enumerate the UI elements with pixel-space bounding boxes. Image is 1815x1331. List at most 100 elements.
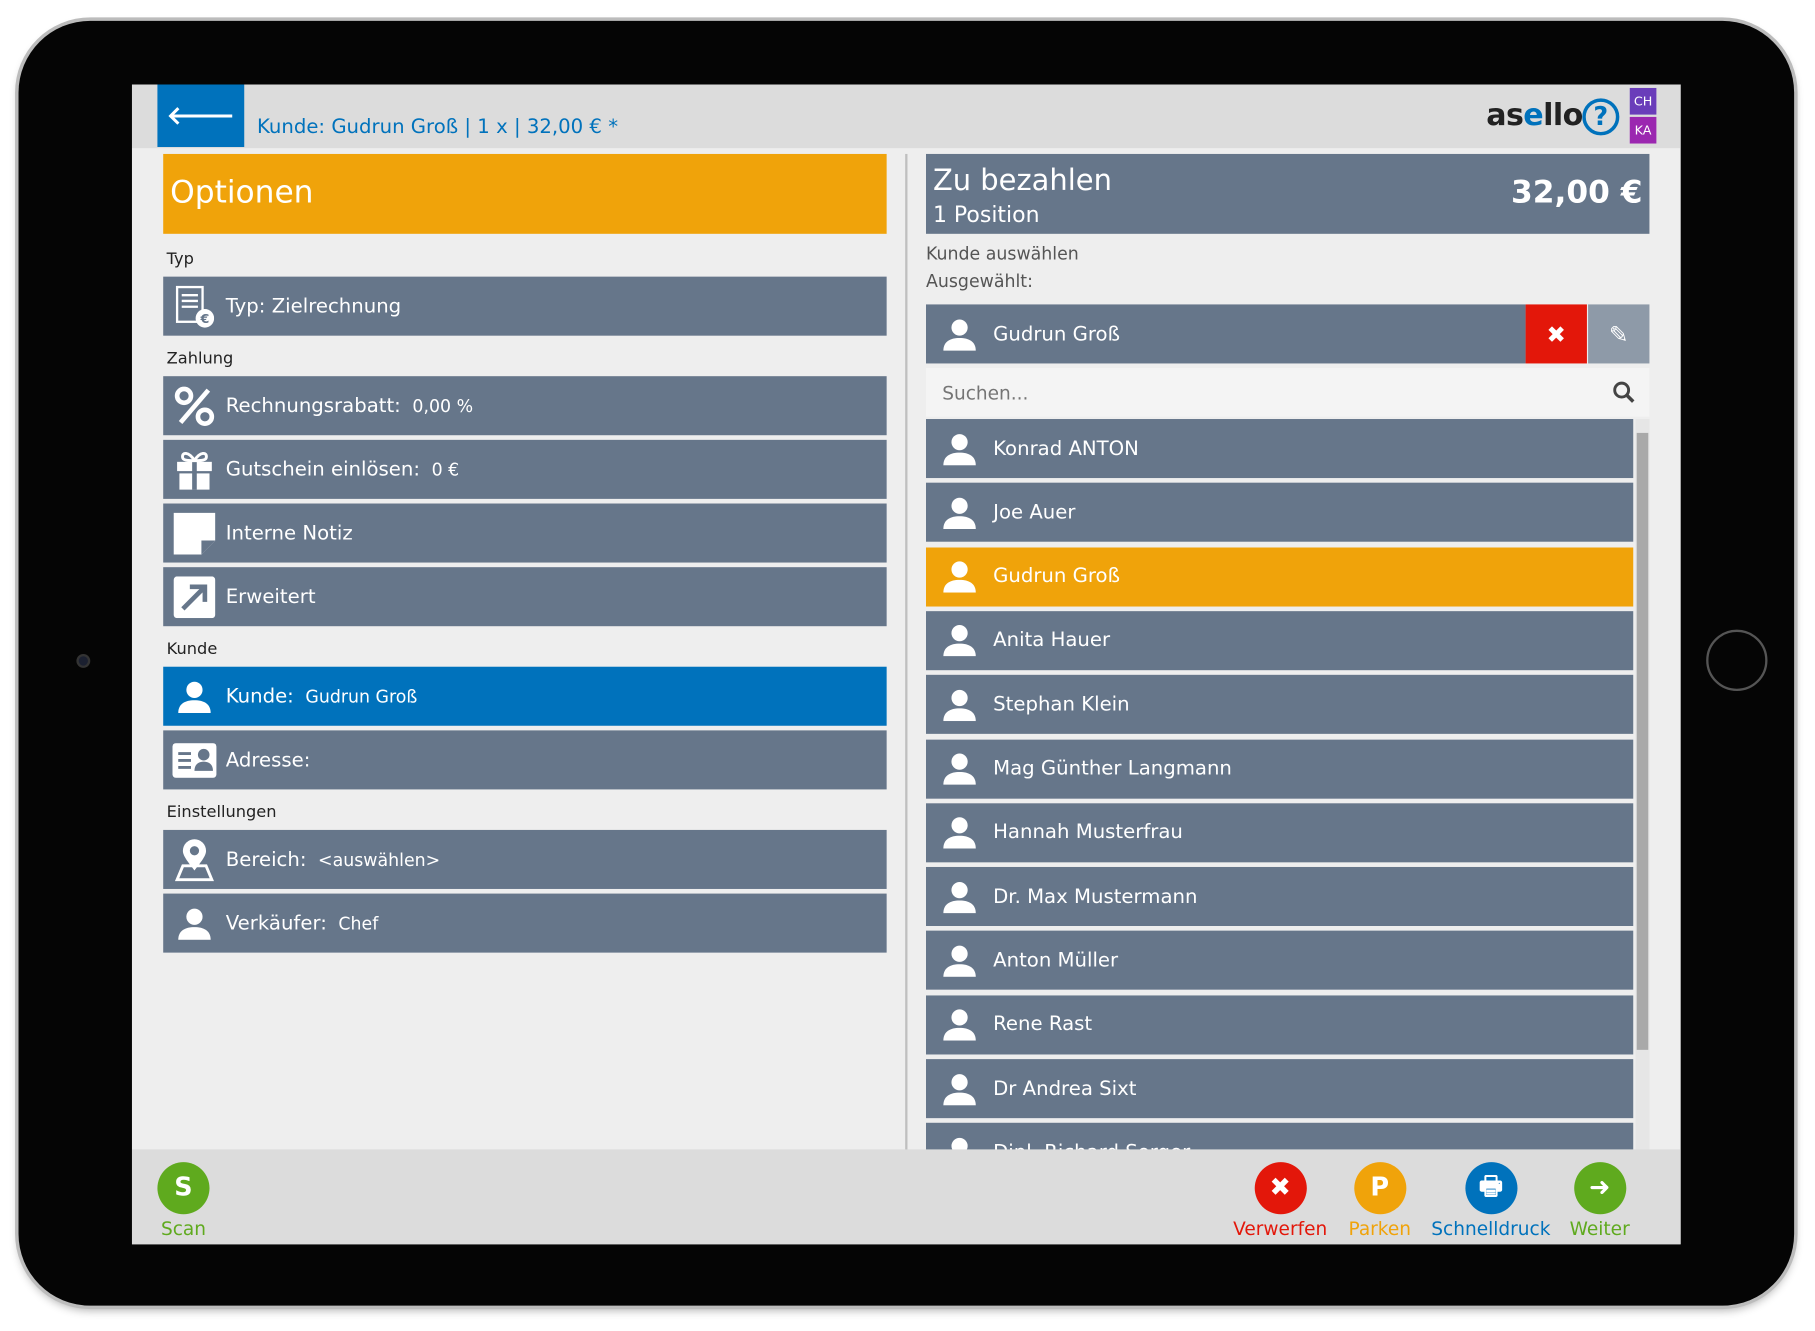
address-card-icon	[163, 742, 226, 778]
customer-list-item[interactable]: Joe Auer	[926, 483, 1634, 543]
person-icon	[926, 1072, 993, 1105]
person-icon	[163, 680, 226, 713]
option-row[interactable]: Kunde: Gudrun Groß	[163, 666, 887, 726]
option-row[interactable]: € Typ: Zielrechnung	[163, 276, 887, 336]
person-icon	[163, 907, 226, 940]
option-label: Verkäufer:	[225, 911, 327, 935]
person-icon	[926, 432, 993, 465]
option-value: 0 €	[431, 458, 460, 480]
person-icon	[926, 816, 993, 849]
close-icon: ✖	[1546, 320, 1566, 348]
customer-name: Mag Günther Langmann	[993, 757, 1232, 781]
invoice-euro-icon: €	[163, 284, 226, 328]
customer-list-item[interactable]: Anton Müller	[926, 931, 1634, 991]
option-row[interactable]: Interne Notiz	[163, 503, 887, 563]
customer-name: Konrad ANTON	[993, 436, 1139, 461]
person-icon	[926, 880, 993, 913]
option-row[interactable]: Bereich: <auswählen>	[163, 829, 887, 889]
search-icon	[1612, 381, 1634, 403]
selected-customer: Gudrun Groß	[926, 304, 1526, 364]
asello-logo: asello	[1486, 98, 1583, 134]
scan-button[interactable]: S Scan	[157, 1162, 210, 1240]
payment-header: Zu bezahlen 1 Position 32,00 €	[926, 153, 1650, 234]
customer-name: Hannah Musterfrau	[993, 821, 1183, 845]
person-icon	[926, 1008, 993, 1041]
section-label: Typ	[166, 250, 194, 269]
quick-print-icon: 🖶	[1464, 1162, 1517, 1215]
svg-text:€: €	[199, 311, 209, 326]
panel-divider	[905, 153, 908, 1161]
option-label: Erweitert	[225, 585, 316, 609]
map-pin-icon	[163, 837, 226, 881]
gift-icon	[163, 449, 226, 491]
customer-name: Joe Auer	[993, 500, 1076, 525]
option-label: Kunde:	[225, 684, 294, 708]
app-screen: 🡐 Kunde: Gudrun Groß | 1 x | 32,00 € * a…	[131, 84, 1681, 1245]
customer-list-item[interactable]: Dr. Max Mustermann	[926, 867, 1634, 927]
option-label: Adresse:	[225, 748, 311, 772]
customer-name: Rene Rast	[993, 1013, 1093, 1037]
scrollbar[interactable]	[1635, 419, 1650, 1160]
discard-button[interactable]: ✖ Verwerfen	[1211, 1162, 1350, 1240]
option-value: Gudrun Groß	[305, 685, 418, 707]
quick-print-label: Schnelldruck	[1431, 1217, 1551, 1240]
edit-customer-button[interactable]: ✎	[1588, 304, 1650, 364]
arrow-left-icon: 🡐	[166, 101, 235, 131]
customer-name: Anita Hauer	[993, 628, 1111, 653]
customer-list-item[interactable]: Mag Günther Langmann	[926, 739, 1634, 799]
option-label: Gutschein einlösen:	[225, 457, 421, 481]
scan-icon: S	[157, 1162, 210, 1215]
home-button[interactable]	[1706, 629, 1768, 692]
section-label: Zahlung	[166, 349, 234, 369]
option-row[interactable]: Gutschein einlösen: 0 €	[163, 439, 887, 499]
section-label: Einstellungen	[166, 803, 277, 822]
park-label: Parken	[1348, 1217, 1411, 1240]
option-label: Bereich:	[225, 847, 307, 872]
user-badge-ch[interactable]: CH	[1629, 87, 1657, 115]
help-button[interactable]: ?	[1582, 98, 1620, 136]
next-icon: ➜	[1573, 1162, 1626, 1215]
option-value: Chef	[338, 912, 379, 934]
selected-label: Ausgewählt:	[926, 270, 1033, 292]
option-row[interactable]: Rechnungsrabatt: 0,00 %	[163, 376, 887, 436]
page-title: Kunde: Gudrun Groß | 1 x | 32,00 € *	[256, 115, 619, 139]
discard-label: Verwerfen	[1233, 1217, 1328, 1240]
total-amount: 32,00 €	[1511, 174, 1643, 211]
scan-label: Scan	[160, 1217, 206, 1240]
scrollbar-thumb[interactable]	[1636, 432, 1649, 1050]
customer-list-item[interactable]: Hannah Musterfrau	[926, 803, 1634, 863]
option-value: <auswählen>	[318, 849, 441, 870]
quick-print-button[interactable]: 🖶 Schnelldruck	[1421, 1162, 1560, 1240]
option-row[interactable]: Adresse:	[163, 730, 887, 790]
customer-list-item[interactable]: Gudrun Groß	[926, 547, 1634, 607]
customer-list-item[interactable]: Dr Andrea Sixt	[926, 1059, 1634, 1119]
search-button[interactable]	[1597, 368, 1650, 417]
option-label: Rechnungsrabatt:	[225, 394, 401, 418]
selected-customer-name: Gudrun Groß	[993, 322, 1120, 346]
customer-search-input[interactable]	[926, 368, 1598, 417]
option-row[interactable]: Verkäufer: Chef	[163, 893, 887, 953]
customer-list-item[interactable]: Stephan Klein	[926, 675, 1634, 735]
person-icon	[926, 944, 993, 977]
customer-name: Dr Andrea Sixt	[993, 1077, 1137, 1101]
camera	[76, 653, 91, 668]
user-badge-ka[interactable]: KA	[1629, 116, 1657, 144]
choose-customer-label: Kunde auswählen	[926, 243, 1079, 264]
note-icon	[163, 512, 226, 554]
customer-list-item[interactable]: Rene Rast	[926, 995, 1634, 1055]
customer-list-item[interactable]: Konrad ANTON	[926, 419, 1634, 479]
option-row[interactable]: Erweitert	[163, 567, 887, 627]
remove-customer-button[interactable]: ✖	[1525, 304, 1587, 364]
options-header: Optionen	[163, 153, 887, 234]
option-label: Typ: Zielrechnung	[225, 294, 402, 318]
person-icon	[926, 688, 993, 721]
person-icon	[926, 496, 993, 529]
position-count: 1 Position	[932, 202, 1040, 229]
back-button[interactable]: 🡐	[157, 84, 245, 148]
expand-arrow-icon	[163, 575, 226, 618]
customer-name: Anton Müller	[993, 949, 1119, 973]
customer-list-item[interactable]: Anita Hauer	[926, 611, 1634, 671]
next-label: Weiter	[1569, 1217, 1630, 1240]
next-button[interactable]: ➜ Weiter	[1530, 1162, 1669, 1240]
park-button[interactable]: P Parken	[1310, 1162, 1449, 1240]
